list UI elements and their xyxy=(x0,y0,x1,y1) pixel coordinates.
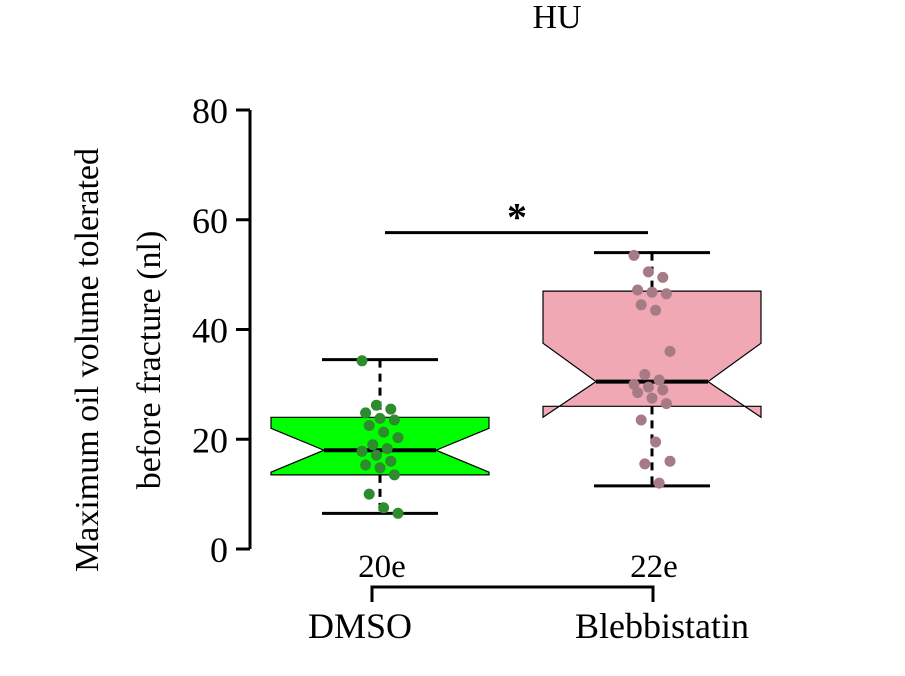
data-point xyxy=(392,432,404,444)
points-group-0 xyxy=(356,355,404,519)
y-axis-label-line-1: Maximum oil volume tolerated xyxy=(69,148,106,572)
data-point xyxy=(356,355,368,367)
group-bracket xyxy=(370,585,655,602)
notched-box xyxy=(270,416,490,476)
data-point xyxy=(628,249,640,261)
data-point xyxy=(639,369,651,380)
data-point xyxy=(388,469,400,481)
data-point xyxy=(650,436,662,448)
data-point xyxy=(653,477,665,489)
box-group-0 xyxy=(270,358,490,515)
data-point xyxy=(632,284,644,296)
sample-size-label: 22e xyxy=(630,549,678,585)
data-point xyxy=(660,398,672,410)
data-point xyxy=(363,488,375,500)
y-tick-label: 80 xyxy=(192,91,228,131)
significance-label: * xyxy=(507,195,527,240)
data-point xyxy=(657,384,669,396)
data-point xyxy=(388,414,400,426)
data-points xyxy=(356,249,676,519)
y-tick-label: 20 xyxy=(192,420,228,460)
data-point xyxy=(635,299,647,311)
x-axis: 20e DMSO 22e Blebbistatin xyxy=(308,549,749,646)
data-point xyxy=(628,378,640,390)
data-point xyxy=(664,455,676,467)
y-tick-label: 60 xyxy=(192,201,228,241)
annotations: * xyxy=(385,195,648,240)
data-point xyxy=(360,407,372,419)
data-point xyxy=(374,462,386,474)
y-axis-label-line-2: before fracture (nl) xyxy=(131,231,168,490)
notched-box xyxy=(542,290,762,419)
data-point xyxy=(653,374,665,386)
data-point xyxy=(664,345,676,357)
data-point xyxy=(635,414,647,426)
y-tick-label: 0 xyxy=(210,530,228,570)
data-point xyxy=(642,266,654,278)
data-point xyxy=(657,271,669,283)
group-label: Blebbistatin xyxy=(575,606,749,646)
data-point xyxy=(363,420,375,431)
data-point xyxy=(356,445,368,457)
group-label: DMSO xyxy=(308,606,412,646)
data-point xyxy=(660,288,672,300)
data-point xyxy=(367,439,379,451)
data-point xyxy=(632,387,644,399)
points-group-1 xyxy=(628,249,676,489)
y-axis: 0 20 40 60 80 xyxy=(192,91,252,570)
data-point xyxy=(378,502,390,514)
chart-title: HU xyxy=(532,0,581,36)
data-point xyxy=(642,381,654,393)
data-point xyxy=(374,412,386,424)
data-point xyxy=(650,304,662,316)
data-point xyxy=(646,286,658,298)
data-point xyxy=(378,426,390,438)
data-point xyxy=(370,399,382,411)
sample-size-label: 20e xyxy=(358,549,406,585)
data-point xyxy=(392,507,404,519)
data-point xyxy=(360,459,372,471)
data-point xyxy=(381,443,393,455)
data-point xyxy=(385,455,397,467)
data-point xyxy=(639,458,651,470)
data-point xyxy=(370,449,382,461)
y-tick-label: 40 xyxy=(192,311,228,351)
data-point xyxy=(646,392,658,404)
data-point xyxy=(385,403,397,415)
box-series xyxy=(270,251,762,515)
